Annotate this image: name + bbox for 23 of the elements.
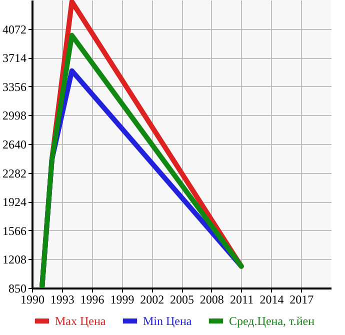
y-tick-label: 4072 xyxy=(2,22,26,36)
x-tick-label: 2014 xyxy=(260,292,284,306)
y-tick-label: 2282 xyxy=(2,166,26,180)
y-tick-label: 2640 xyxy=(2,138,26,152)
y-tick-label: 850 xyxy=(8,282,26,296)
legend-label: Min Цена xyxy=(143,314,192,328)
x-tick-label: 1993 xyxy=(50,292,74,306)
x-tick-label: 2008 xyxy=(200,292,224,306)
x-tick-label: 1996 xyxy=(80,292,104,306)
x-tick-label: 2005 xyxy=(170,292,194,306)
legend-label: Сред.Цена, т.йен xyxy=(229,314,316,328)
x-tick-label: 2002 xyxy=(140,292,164,306)
x-tick-label: 2011 xyxy=(230,292,254,306)
x-tick-label: 1999 xyxy=(110,292,134,306)
y-tick-label: 3714 xyxy=(2,51,26,66)
x-tick-label: 2017 xyxy=(290,292,314,306)
legend-label: Max Цена xyxy=(55,314,106,328)
y-tick-label: 1566 xyxy=(2,224,26,238)
x-tick-label: 1990 xyxy=(20,292,44,306)
y-tick-label: 1924 xyxy=(2,195,26,210)
y-tick-label: 2998 xyxy=(2,108,26,123)
y-tick-label: 1208 xyxy=(2,252,26,267)
y-tick-label: 3356 xyxy=(2,80,26,94)
